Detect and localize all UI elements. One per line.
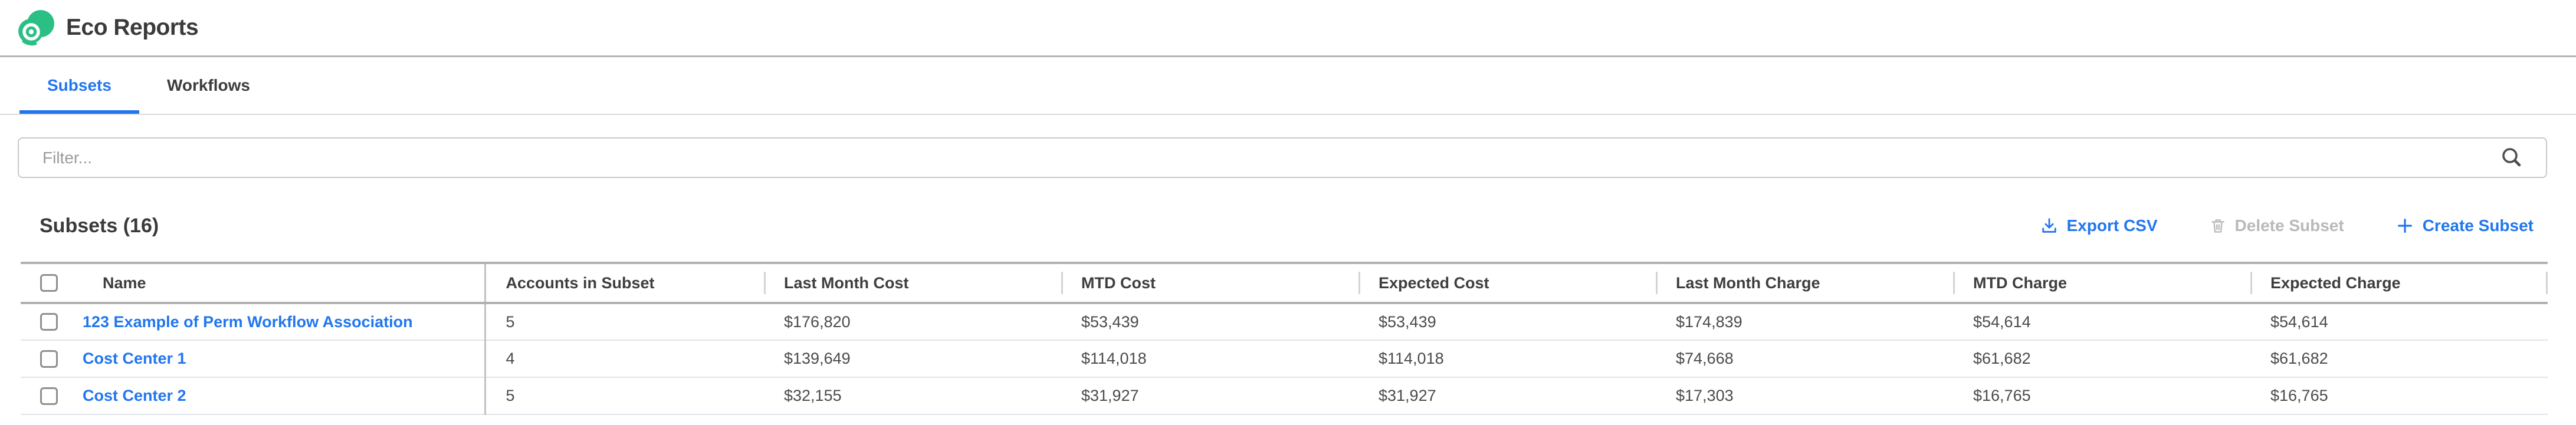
table-actions: Export CSV Delete Subset Cr	[2040, 216, 2534, 235]
row-checkbox[interactable]	[40, 313, 58, 331]
section-header: Subsets (16) Export CSV	[40, 209, 2534, 243]
cell-accounts-in-subset: 4	[485, 340, 764, 378]
cell-mtd-cost: $53,439	[1061, 303, 1358, 341]
table-row: Cost Center 2 5 $32,155 $31,927 $31,927 …	[21, 377, 2548, 415]
cell-expected-charge: $54,614	[2250, 303, 2548, 341]
cell-accounts-in-subset: 5	[485, 303, 764, 341]
column-header-last-month-charge: Last Month Charge	[1656, 263, 1953, 304]
table-row: 123 Example of Perm Workflow Association…	[21, 303, 2548, 341]
filter-input[interactable]	[18, 137, 2547, 178]
subset-name-link[interactable]: 123 Example of Perm Workflow Association	[83, 312, 413, 331]
create-subset-label: Create Subset	[2422, 216, 2534, 235]
cell-name: Cost Center 2	[83, 377, 486, 415]
table-header-row: Name Accounts in Subset Last Month Cost …	[21, 263, 2548, 304]
cell-name: 123 Example of Perm Workflow Association	[83, 303, 486, 341]
cell-last-month-cost: $176,820	[764, 303, 1061, 341]
cell-mtd-cost: $31,927	[1061, 377, 1358, 415]
column-header-accounts-in-subset: Accounts in Subset	[485, 263, 764, 304]
subsets-count-heading: Subsets (16)	[40, 214, 159, 237]
cell-mtd-charge: $16,765	[1953, 377, 2250, 415]
row-checkbox-cell	[21, 303, 83, 341]
cell-expected-charge: $16,765	[2250, 377, 2548, 415]
filter-bar	[18, 137, 2547, 178]
cell-mtd-cost: $114,018	[1061, 340, 1358, 378]
download-icon	[2040, 217, 2058, 235]
tab-subsets[interactable]: Subsets	[19, 57, 139, 114]
cell-last-month-cost: $32,155	[764, 377, 1061, 415]
export-csv-label: Export CSV	[2066, 216, 2158, 235]
cell-mtd-charge: $61,682	[1953, 340, 2250, 378]
header-checkbox-cell	[21, 263, 83, 304]
export-csv-button[interactable]: Export CSV	[2040, 216, 2158, 235]
subsets-table: Name Accounts in Subset Last Month Cost …	[21, 262, 2548, 415]
column-header-mtd-charge: MTD Charge	[1953, 263, 2250, 304]
trash-icon	[2210, 217, 2226, 235]
table-body: 123 Example of Perm Workflow Association…	[21, 303, 2548, 415]
tab-workflows-label: Workflows	[166, 76, 250, 94]
cell-last-month-charge: $74,668	[1656, 340, 1953, 378]
create-subset-button[interactable]: Create Subset	[2396, 216, 2534, 235]
column-header-expected-cost: Expected Cost	[1358, 263, 1656, 304]
cell-last-month-charge: $174,839	[1656, 303, 1953, 341]
cell-expected-cost: $31,927	[1358, 377, 1656, 415]
cell-name: Cost Center 1	[83, 340, 486, 378]
row-checkbox-cell	[21, 377, 83, 415]
row-checkbox[interactable]	[40, 350, 58, 368]
cell-last-month-charge: $17,303	[1656, 377, 1953, 415]
delete-subset-label: Delete Subset	[2234, 216, 2344, 235]
cell-expected-cost: $114,018	[1358, 340, 1656, 378]
app-header: Eco Reports	[0, 0, 2576, 57]
cell-expected-cost: $53,439	[1358, 303, 1656, 341]
cell-last-month-cost: $139,649	[764, 340, 1061, 378]
select-all-checkbox[interactable]	[40, 274, 58, 292]
cell-mtd-charge: $54,614	[1953, 303, 2250, 341]
row-checkbox-cell	[21, 340, 83, 378]
subset-name-link[interactable]: Cost Center 1	[83, 350, 186, 367]
tab-workflows[interactable]: Workflows	[139, 57, 278, 114]
table-row: Cost Center 1 4 $139,649 $114,018 $114,0…	[21, 340, 2548, 378]
subset-name-link[interactable]: Cost Center 2	[83, 387, 186, 404]
column-header-expected-charge: Expected Charge	[2250, 263, 2548, 304]
column-header-last-month-cost: Last Month Cost	[764, 263, 1061, 304]
page-title: Eco Reports	[66, 15, 199, 40]
delete-subset-button[interactable]: Delete Subset	[2210, 216, 2344, 235]
cell-accounts-in-subset: 5	[485, 377, 764, 415]
tab-subsets-label: Subsets	[47, 76, 111, 94]
plus-icon	[2396, 217, 2414, 235]
tab-bar: Subsets Workflows	[0, 57, 2576, 115]
row-checkbox[interactable]	[40, 387, 58, 405]
cell-expected-charge: $61,682	[2250, 340, 2548, 378]
column-header-mtd-cost: MTD Cost	[1061, 263, 1358, 304]
eco-reports-logo-icon	[15, 9, 55, 47]
column-header-name: Name	[83, 263, 486, 304]
search-icon[interactable]	[2500, 146, 2524, 170]
